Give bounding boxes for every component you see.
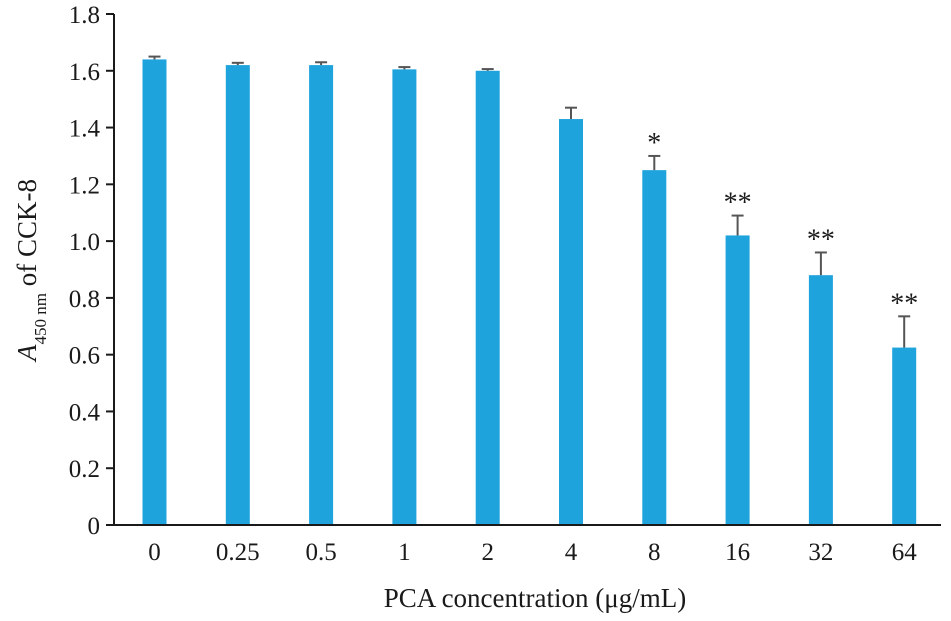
significance-marker: * [647, 128, 661, 159]
error-bars-group [148, 55, 911, 348]
y-tick-label: 1.2 [69, 172, 100, 199]
y-tick-label: 0.2 [69, 456, 100, 483]
y-tick-label: 1.4 [69, 116, 101, 143]
y-axis-title-subscript: 450 nm [31, 293, 50, 344]
x-tick-label: 2 [481, 539, 494, 566]
y-axis-title-symbol: A [12, 344, 42, 363]
x-tick-label: 0 [148, 539, 161, 566]
y-tick-label: 0.8 [69, 286, 100, 313]
significance-marker: ** [890, 288, 918, 319]
x-tick-label: 0.25 [216, 539, 260, 566]
bar [808, 275, 833, 525]
bars-group [142, 59, 917, 526]
x-tick-label: 16 [725, 539, 750, 566]
x-tick-label: 4 [565, 539, 578, 566]
y-ticks-group: 0 0.2 0.4 0.6 0.8 1.0 1.2 1.4 1.6 1.8 [69, 2, 114, 540]
y-tick-label: 1.0 [69, 229, 100, 256]
x-tick-label: 64 [892, 539, 918, 566]
y-tick-label: 0.6 [69, 343, 100, 370]
significance-marker: ** [807, 224, 835, 255]
significance-markers-group: ******* [647, 128, 918, 319]
x-tick-label: 8 [648, 539, 661, 566]
bar [642, 170, 667, 525]
x-ticks-group: 0 0.25 0.5 1 2 4 8 16 32 64 [148, 539, 917, 566]
bar [725, 235, 750, 525]
bar [225, 65, 250, 525]
x-tick-label: 32 [808, 539, 833, 566]
bar [892, 347, 917, 525]
bar [559, 119, 583, 526]
significance-marker: ** [724, 188, 752, 219]
y-tick-label: 1.6 [69, 59, 100, 86]
y-tick-label: 1.8 [69, 2, 100, 29]
x-axis-title: PCA concentration (μg/mL) [384, 583, 686, 613]
x-tick-label: 1 [398, 539, 411, 566]
bar [475, 70, 500, 526]
y-axis-title-suffix: of CCK-8 [12, 179, 42, 293]
bar [142, 59, 167, 526]
y-tick-label: 0.4 [69, 399, 101, 426]
x-tick-label: 0.5 [305, 539, 336, 566]
bar [392, 69, 417, 525]
y-tick-label: 0 [88, 513, 101, 540]
bar [309, 65, 334, 525]
y-axis-title: A450 nm of CCK-8 [12, 179, 50, 363]
